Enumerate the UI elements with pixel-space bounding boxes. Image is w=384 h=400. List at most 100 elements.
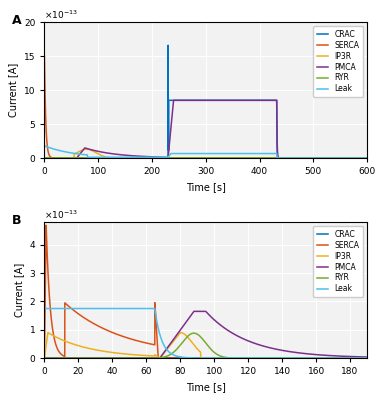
Leak bbox=[195, 356, 200, 360]
RYR bbox=[159, 156, 164, 160]
Text: $\times 10^{-13}$: $\times 10^{-13}$ bbox=[45, 208, 78, 221]
Text: A: A bbox=[12, 14, 22, 27]
RYR bbox=[58, 156, 63, 160]
RYR bbox=[178, 343, 182, 348]
IP3R bbox=[159, 156, 164, 160]
Leak bbox=[339, 356, 343, 360]
PMCA bbox=[298, 156, 303, 160]
IP3R bbox=[233, 156, 238, 160]
CRAC bbox=[298, 156, 303, 160]
SERCA bbox=[42, 54, 47, 58]
Leak bbox=[42, 144, 47, 149]
IP3R bbox=[247, 156, 252, 160]
Leak bbox=[159, 155, 164, 160]
IP3R bbox=[355, 356, 359, 360]
RYR bbox=[365, 156, 369, 160]
PMCA bbox=[178, 328, 182, 333]
CRAC bbox=[178, 356, 182, 360]
PMCA bbox=[276, 347, 281, 352]
CRAC bbox=[365, 356, 369, 360]
PMCA bbox=[195, 309, 200, 314]
IP3R bbox=[365, 156, 369, 160]
Y-axis label: Current [A]: Current [A] bbox=[8, 63, 18, 117]
SERCA bbox=[58, 156, 63, 160]
CRAC bbox=[281, 156, 286, 160]
Leak bbox=[178, 354, 182, 359]
IP3R bbox=[339, 356, 343, 360]
Legend: CRAC, SERCA, IP3R, PMCA, RYR, Leak: CRAC, SERCA, IP3R, PMCA, RYR, Leak bbox=[313, 26, 363, 97]
Line: PMCA: PMCA bbox=[45, 311, 367, 358]
PMCA bbox=[247, 98, 252, 103]
Line: SERCA: SERCA bbox=[45, 56, 367, 158]
SERCA bbox=[281, 156, 286, 160]
Leak bbox=[299, 156, 303, 160]
SERCA bbox=[276, 356, 281, 360]
SERCA bbox=[365, 156, 369, 160]
PMCA bbox=[58, 156, 63, 160]
Line: SERCA: SERCA bbox=[45, 225, 367, 358]
PMCA bbox=[42, 156, 47, 160]
RYR bbox=[365, 356, 369, 360]
Leak bbox=[355, 356, 359, 360]
PMCA bbox=[365, 356, 369, 360]
Line: PMCA: PMCA bbox=[45, 100, 367, 158]
CRAC bbox=[180, 356, 185, 360]
Legend: CRAC, SERCA, IP3R, PMCA, RYR, Leak: CRAC, SERCA, IP3R, PMCA, RYR, Leak bbox=[313, 226, 363, 297]
SERCA bbox=[159, 156, 164, 160]
IP3R bbox=[195, 347, 200, 352]
SERCA bbox=[42, 356, 47, 360]
RYR bbox=[180, 340, 185, 345]
SERCA bbox=[365, 356, 369, 360]
SERCA bbox=[355, 356, 359, 360]
SERCA bbox=[339, 356, 343, 360]
Leak bbox=[43, 144, 48, 148]
RYR bbox=[339, 356, 343, 360]
IP3R bbox=[276, 356, 281, 360]
Leak bbox=[42, 306, 47, 311]
Line: IP3R: IP3R bbox=[45, 149, 367, 158]
IP3R bbox=[298, 156, 303, 160]
CRAC bbox=[355, 356, 359, 360]
PMCA bbox=[281, 156, 286, 160]
RYR bbox=[298, 156, 303, 160]
CRAC bbox=[247, 98, 252, 103]
PMCA bbox=[171, 98, 176, 103]
IP3R bbox=[365, 356, 369, 360]
SERCA bbox=[247, 156, 252, 160]
SERCA bbox=[44, 223, 48, 228]
RYR bbox=[276, 356, 281, 360]
IP3R bbox=[180, 331, 185, 336]
Leak bbox=[281, 156, 286, 160]
RYR bbox=[281, 156, 286, 160]
Leak bbox=[247, 151, 252, 156]
IP3R bbox=[178, 330, 182, 335]
RYR bbox=[247, 156, 252, 160]
RYR bbox=[192, 331, 196, 336]
CRAC bbox=[166, 43, 170, 48]
Y-axis label: Current [A]: Current [A] bbox=[14, 263, 24, 317]
IP3R bbox=[84, 147, 89, 152]
Leak bbox=[276, 156, 281, 160]
Leak bbox=[180, 355, 185, 360]
SERCA bbox=[298, 156, 303, 160]
RYR bbox=[42, 356, 47, 360]
CRAC bbox=[42, 356, 47, 360]
RYR bbox=[195, 332, 200, 337]
Line: Leak: Leak bbox=[45, 308, 367, 358]
IP3R bbox=[42, 156, 47, 160]
CRAC bbox=[42, 156, 47, 160]
Leak bbox=[58, 148, 63, 153]
CRAC bbox=[276, 356, 281, 360]
PMCA bbox=[365, 156, 369, 160]
X-axis label: Time [s]: Time [s] bbox=[186, 182, 226, 192]
Line: Leak: Leak bbox=[45, 146, 367, 158]
RYR bbox=[42, 156, 47, 160]
CRAC bbox=[195, 356, 200, 360]
Line: IP3R: IP3R bbox=[45, 332, 367, 358]
PMCA bbox=[355, 354, 359, 359]
RYR bbox=[355, 356, 359, 360]
IP3R bbox=[281, 156, 286, 160]
PMCA bbox=[42, 356, 47, 360]
PMCA bbox=[192, 309, 196, 314]
CRAC bbox=[233, 98, 238, 103]
